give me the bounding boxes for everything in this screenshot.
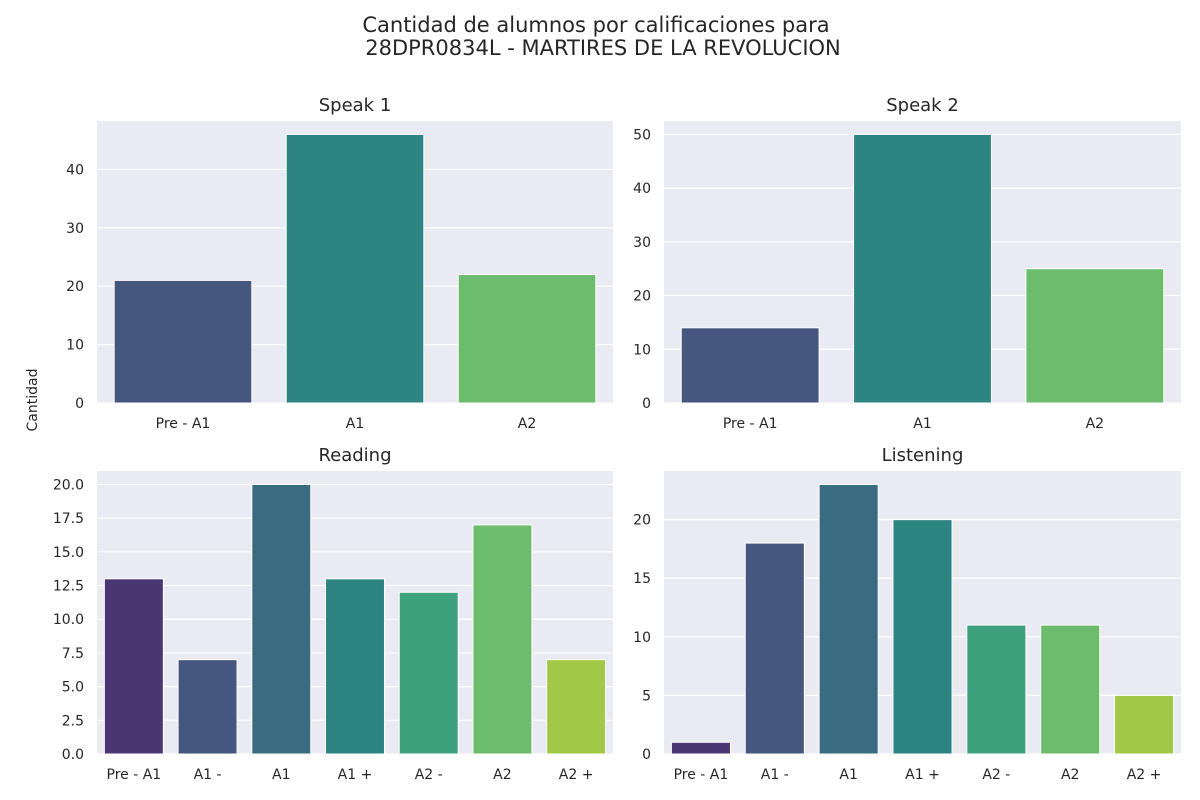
y-tick-label: 12.5 <box>53 579 84 595</box>
x-tick-label: A1 <box>346 416 364 432</box>
x-tick-label: A2 <box>1086 416 1104 432</box>
y-tick-label: 40 <box>66 162 84 178</box>
y-tick-label: 20.0 <box>53 477 84 493</box>
x-tick-label: A1 <box>913 416 931 432</box>
y-tick-label: 20 <box>633 513 651 529</box>
y-tick-label: 20 <box>633 289 651 305</box>
x-tick-label: A1 + <box>905 767 940 783</box>
bar <box>670 741 731 755</box>
y-tick-label: 10.0 <box>53 612 84 628</box>
bar <box>1025 268 1165 404</box>
x-tick-label: A1 - <box>761 767 789 783</box>
y-tick-label: 5.0 <box>62 680 84 696</box>
panel-title-reading: Reading <box>318 445 391 466</box>
figure-title-line2: 28DPR0834L - MARTIRES DE LA REVOLUCION <box>365 36 841 60</box>
bar <box>744 542 805 755</box>
x-tick-label: Pre - A1 <box>156 416 211 432</box>
bar <box>398 591 459 755</box>
x-tick-label: A2 <box>493 767 511 783</box>
x-tick-label: A1 <box>272 767 290 783</box>
panel-title-speak-1: Speak 1 <box>319 95 392 116</box>
bar <box>546 659 607 755</box>
bar <box>892 519 953 755</box>
bar <box>177 659 238 755</box>
bar <box>251 483 312 755</box>
y-tick-label: 0 <box>642 396 651 412</box>
x-tick-label: A2 <box>518 416 536 432</box>
y-tick-label: 10 <box>633 630 651 646</box>
x-tick-label: A1 - <box>194 767 222 783</box>
panel-speak-1: 0 10 20 30 40 Pre - A1 A1 A2 Speak 1 <box>66 95 613 432</box>
y-tick-label: 20 <box>66 279 84 295</box>
y-tick-label: 30 <box>66 221 84 237</box>
x-tick-label: Pre - A1 <box>674 767 729 783</box>
bar <box>680 327 820 404</box>
y-tick-label: 50 <box>633 127 651 143</box>
y-tick-label: 0 <box>75 396 84 412</box>
y-tick-label: 0 <box>642 747 651 763</box>
bar <box>853 133 992 404</box>
y-tick-label: 2.5 <box>62 713 84 729</box>
y-tick-label: 10 <box>633 342 651 358</box>
bar <box>457 274 597 404</box>
y-tick-label: 7.5 <box>62 646 84 662</box>
y-tick-label: 15 <box>633 571 651 587</box>
x-tick-label: A1 + <box>338 767 373 783</box>
y-tick-label: 10 <box>66 338 84 354</box>
panel-listening: 0 5 10 15 20 Pre - A1 A1 - A1 A1 + A2 - A2 A2 + List… <box>633 445 1181 783</box>
x-tick-label: A2 + <box>1127 767 1162 783</box>
y-tick-label: 40 <box>633 181 651 197</box>
y-tick-label: 15.0 <box>53 545 84 561</box>
x-tick-label: A1 <box>839 767 857 783</box>
bar <box>325 578 385 755</box>
bar <box>966 624 1027 755</box>
x-tick-label: A2 - <box>415 767 443 783</box>
y-tick-label: 5 <box>642 688 651 704</box>
x-tick-label: A2 + <box>559 767 594 783</box>
shared-y-axis-label: Cantidad <box>25 369 41 432</box>
panel-title-speak-2: Speak 2 <box>886 95 959 116</box>
y-tick-label: 0.0 <box>62 747 84 763</box>
y-tick-label: 30 <box>633 235 651 251</box>
x-tick-label: A2 <box>1061 767 1079 783</box>
bar <box>103 578 164 755</box>
panel-title-listening: Listening <box>882 445 964 466</box>
panel-speak-2: 0 10 20 30 40 50 Pre - A1 A1 A2 Speak 2 <box>633 95 1181 432</box>
bar <box>1040 624 1101 755</box>
x-tick-label: A2 - <box>982 767 1010 783</box>
x-tick-label: Pre - A1 <box>107 767 162 783</box>
bar <box>285 133 425 404</box>
bar <box>113 279 253 404</box>
bar <box>472 524 533 755</box>
bar <box>818 483 879 755</box>
y-tick-label: 17.5 <box>53 511 84 527</box>
figure-title-line1: Cantidad de alumnos por calificaciones p… <box>362 13 829 37</box>
bar <box>1114 694 1175 755</box>
panel-reading: 0.0 2.5 5.0 7.5 10.0 12.5 15.0 17.5 20.0 Pre - A1… <box>53 445 613 783</box>
x-tick-label: Pre - A1 <box>723 416 778 432</box>
